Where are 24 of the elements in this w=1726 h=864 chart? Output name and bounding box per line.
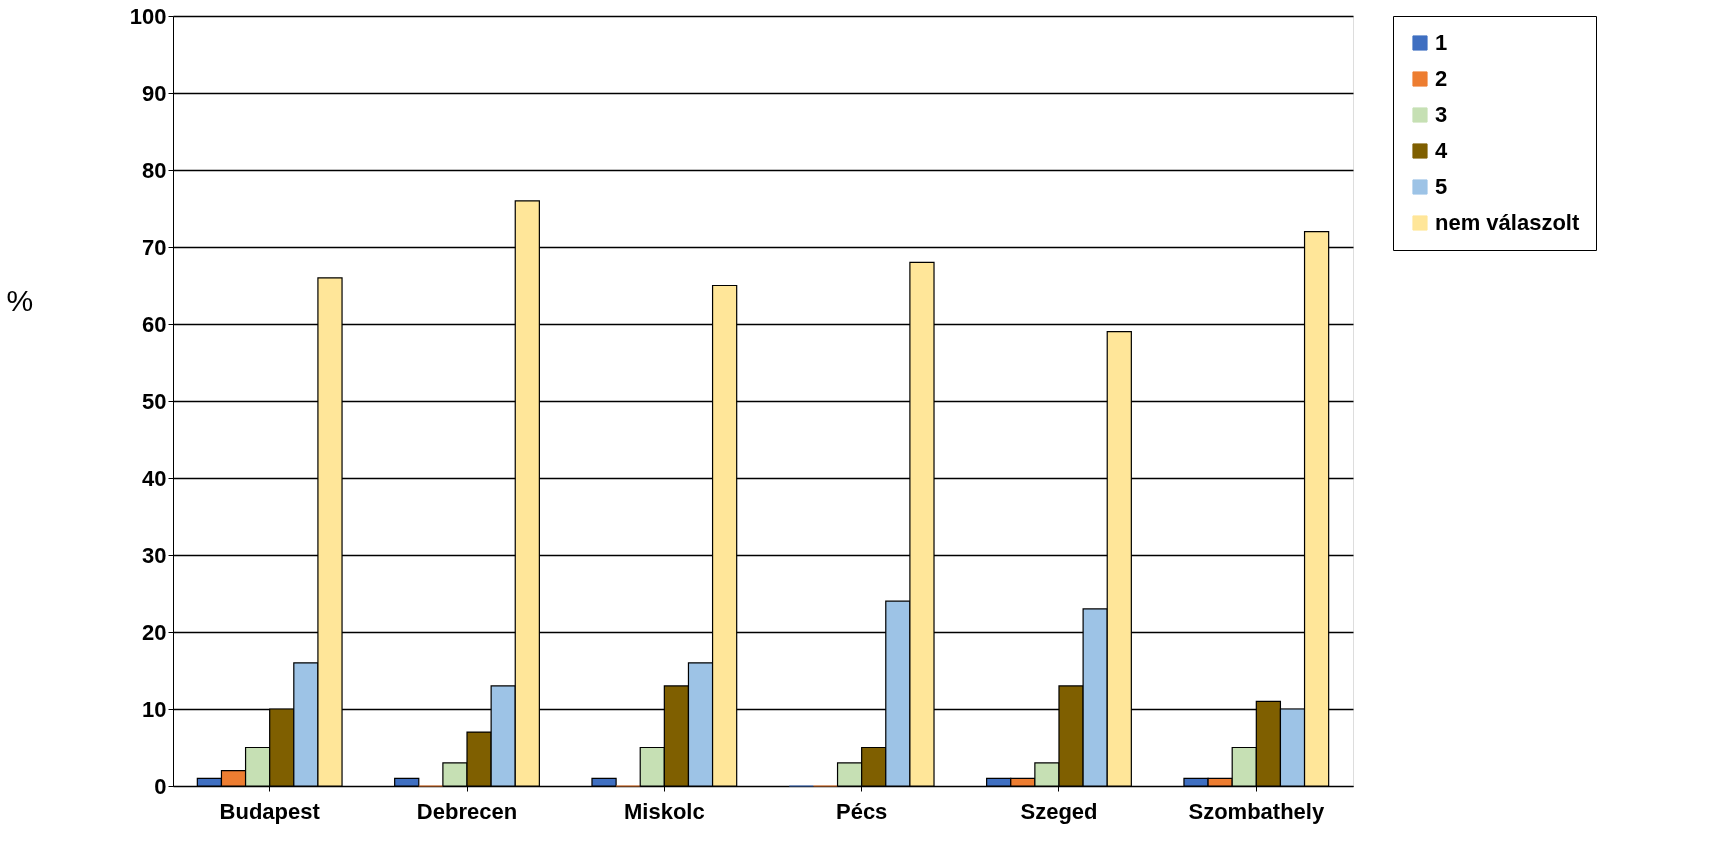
y-tick-label: 50 <box>142 388 167 414</box>
x-tick-label: Pécs <box>835 798 888 824</box>
y-tick-label: 40 <box>142 465 167 491</box>
x-tick-label: Budapest <box>219 798 321 824</box>
x-tick-label: Szeged <box>1020 798 1098 824</box>
y-tick-label: 80 <box>142 157 167 183</box>
x-tick-label: Miskolc <box>623 798 705 824</box>
legend-label: 4 <box>1435 138 1448 163</box>
legend-label: 3 <box>1435 102 1448 127</box>
y-axis-title: % <box>6 283 34 317</box>
x-tick-label: Debrecen <box>416 798 518 824</box>
x-tick-label: Szombathely <box>1188 798 1325 824</box>
y-tick-label: 60 <box>142 311 167 337</box>
legend-label: 2 <box>1435 66 1448 91</box>
y-tick-label: 0 <box>154 773 167 799</box>
legend-label: 5 <box>1435 174 1448 199</box>
y-tick-label: 100 <box>129 3 167 29</box>
y-tick-label: 90 <box>142 80 167 106</box>
y-tick-label: 70 <box>142 234 167 260</box>
y-tick-label: 20 <box>142 619 167 645</box>
y-tick-label: 30 <box>142 542 167 568</box>
legend-label: 1 <box>1435 30 1448 55</box>
legend-label: nem válaszolt <box>1435 210 1580 235</box>
y-tick-label: 10 <box>142 696 167 722</box>
